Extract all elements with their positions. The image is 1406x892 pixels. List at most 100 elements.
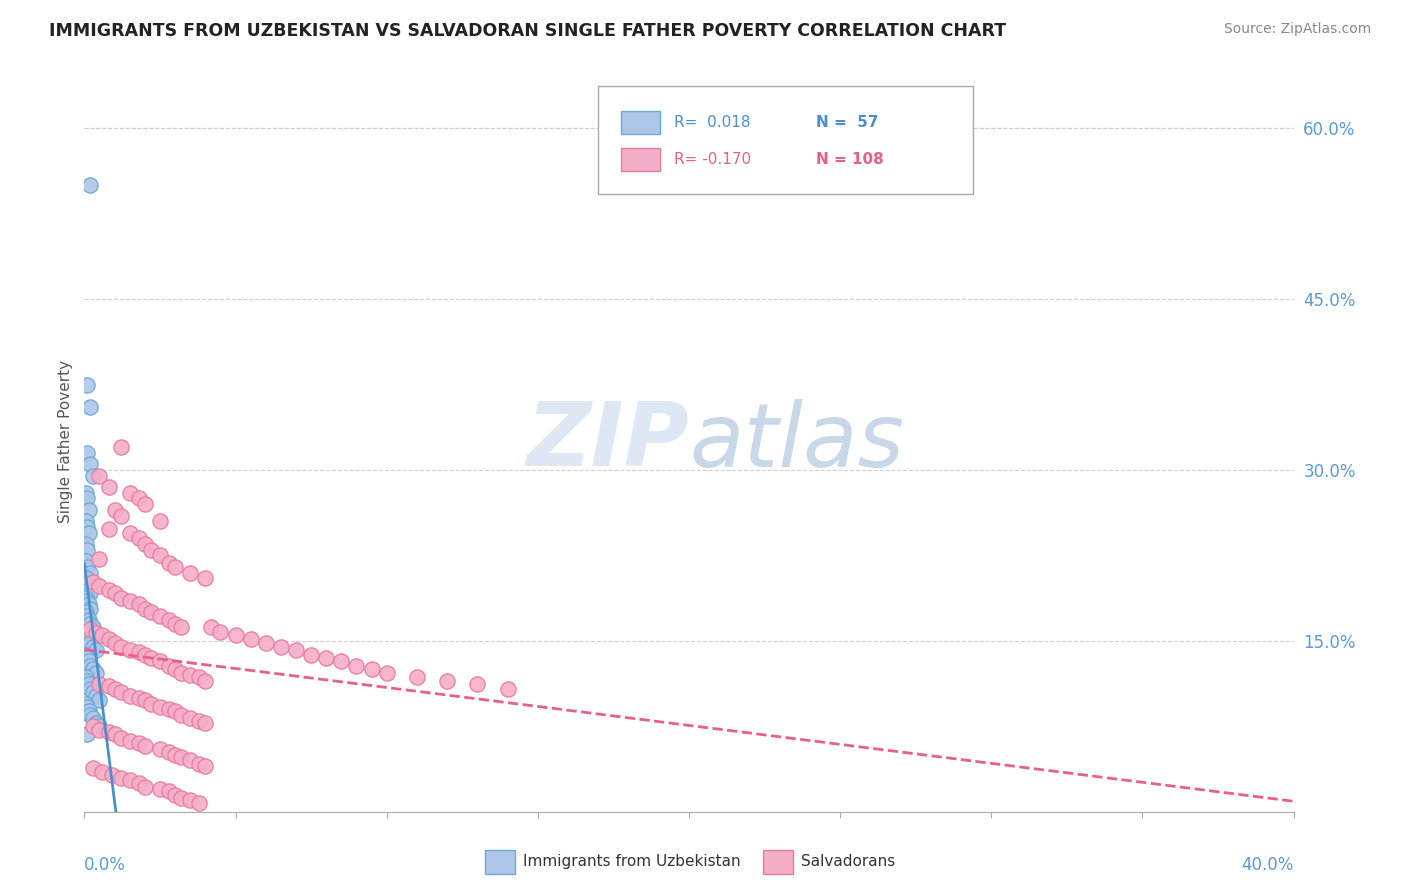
Point [118,594,141,608]
Point [170,665,193,680]
Point [110,591,132,605]
Point [86,626,108,640]
Point [149,742,172,756]
Point [79,659,101,673]
Point [225,628,247,642]
Point [75,514,97,528]
Point [165,662,187,676]
Point [330,654,353,668]
Text: Immigrants from Uzbekistan: Immigrants from Uzbekistan [523,855,741,869]
Point [77,705,100,719]
Point [110,685,132,699]
Point [139,651,162,665]
Point [76,491,98,506]
Point [157,702,180,716]
Point [97,680,120,694]
Point [76,577,98,591]
Point [157,613,180,627]
Point [91,764,114,779]
Point [75,485,97,500]
Point [134,602,156,616]
Point [79,602,101,616]
Point [79,586,101,600]
Point [77,582,100,597]
Bar [485,850,515,873]
Point [118,734,141,748]
Point [179,793,201,807]
Point [165,747,187,762]
Point [157,784,180,798]
Point [89,579,111,593]
Point [436,673,458,688]
Point [179,566,201,580]
Point [76,377,98,392]
Point [134,497,156,511]
Point [77,525,100,540]
Point [76,594,98,608]
Point [165,705,187,719]
Point [165,616,187,631]
Point [128,645,150,659]
Bar [763,850,793,873]
FancyBboxPatch shape [599,87,973,194]
Point [149,700,172,714]
Point [82,711,104,725]
Point [149,549,172,563]
Point [134,739,156,753]
Point [77,598,100,612]
Point [170,791,193,805]
Point [82,685,104,699]
Text: N = 108: N = 108 [815,152,883,167]
Text: R= -0.170: R= -0.170 [675,152,752,167]
Point [76,673,98,688]
Point [77,613,100,627]
Point [75,606,97,620]
Point [79,566,101,580]
Text: 40.0%: 40.0% [1241,856,1294,874]
Point [139,606,162,620]
Point [97,480,120,494]
Text: Salvadorans: Salvadorans [800,855,894,869]
Point [82,640,104,654]
Point [86,689,108,703]
Point [118,485,141,500]
Point [75,571,97,585]
Text: 0.0%: 0.0% [84,856,127,874]
Point [79,178,101,193]
Point [75,648,97,662]
Point [75,554,97,568]
Point [100,768,122,782]
Point [79,616,101,631]
Point [89,677,111,691]
Point [89,723,111,737]
Point [157,659,180,673]
Point [75,591,97,605]
Point [110,640,132,654]
Point [82,574,104,589]
Point [79,707,101,722]
Point [86,715,108,730]
Point [75,624,97,639]
Point [406,670,429,684]
Point [170,707,193,722]
Point [128,491,150,506]
Point [104,586,127,600]
Point [75,670,97,684]
Point [97,632,120,646]
Point [76,608,98,623]
Point [179,668,201,682]
Point [139,542,162,557]
Point [89,693,111,707]
Text: IMMIGRANTS FROM UZBEKISTAN VS SALVADORAN SINGLE FATHER POVERTY CORRELATION CHART: IMMIGRANTS FROM UZBEKISTAN VS SALVADORAN… [49,22,1007,40]
Point [79,458,101,472]
Point [89,552,111,566]
Text: atlas: atlas [689,399,904,484]
Point [82,468,104,483]
Point [76,700,98,714]
Point [194,571,217,585]
Point [76,446,98,460]
Point [77,503,100,517]
Text: R=  0.018: R= 0.018 [675,115,751,130]
Point [299,648,322,662]
Point [76,628,98,642]
